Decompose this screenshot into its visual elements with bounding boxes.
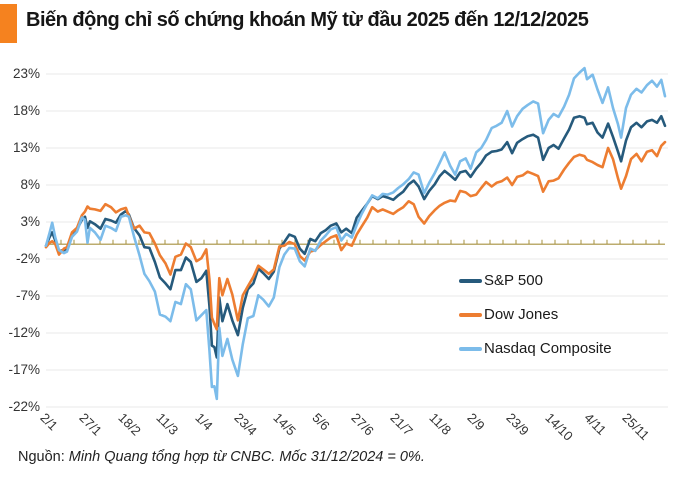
legend-item-dowjones: Dow Jones [457, 304, 564, 325]
y-axis-label: -22% [8, 399, 40, 414]
legend-item-nasdaq: Nasdaq Composite [457, 338, 617, 359]
legend-swatch-sp500 [459, 278, 482, 283]
y-axis-label: -17% [8, 362, 40, 377]
chart-legend: S&P 500 Dow Jones Nasdaq Composite [457, 270, 617, 372]
y-axis-label: 23% [12, 66, 40, 81]
series-line-nasdaq [44, 66, 667, 401]
source-prefix: Nguồn: [18, 449, 65, 465]
y-axis-label: 3% [20, 214, 40, 229]
page-title: Biến động chỉ số chứng khoán Mỹ từ đầu 2… [26, 9, 589, 31]
legend-label: S&P 500 [484, 272, 543, 289]
legend-label: Dow Jones [484, 306, 559, 323]
y-axis-label: 13% [12, 140, 40, 155]
y-axis-label: 18% [12, 103, 40, 118]
source-note: Nguồn: Minh Quang tổng hợp từ CNBC. Mốc 3… [18, 449, 425, 465]
source-text: Minh Quang tổng hợp từ CNBC. Mốc 31/12/2… [68, 449, 425, 465]
series-line-dowjones [44, 140, 667, 331]
legend-swatch-nasdaq [459, 346, 482, 351]
y-axis-label: -12% [8, 325, 40, 340]
legend-label: Nasdaq Composite [484, 340, 612, 357]
title-accent-bar [0, 4, 17, 43]
y-axis-label: -2% [15, 251, 40, 266]
legend-swatch-dowjones [459, 312, 482, 317]
series-line-sp500 [44, 114, 667, 359]
legend-item-sp500: S&P 500 [457, 270, 548, 291]
y-axis-label: 8% [20, 177, 40, 192]
y-axis-label: -7% [15, 288, 40, 303]
